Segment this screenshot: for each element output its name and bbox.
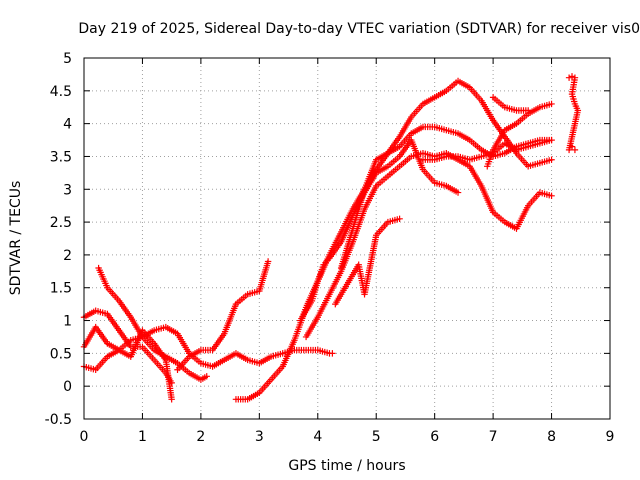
x-tick-label: 3 <box>255 429 264 445</box>
x-tick-label: 4 <box>313 429 322 445</box>
data-point <box>203 373 210 380</box>
data-point <box>568 143 576 150</box>
y-tick-label: 5 <box>63 51 72 67</box>
data-point <box>264 258 272 265</box>
x-tick-label: 8 <box>547 429 556 445</box>
y-tick-label: 0 <box>63 379 72 395</box>
series-track-1 <box>80 323 336 373</box>
series-track-3 <box>80 323 175 403</box>
y-tick-label: 3.5 <box>50 149 72 165</box>
y-tick-label: 1 <box>63 314 72 330</box>
data-points <box>80 73 582 403</box>
data-point <box>168 396 175 403</box>
x-tick-label: 0 <box>80 429 89 445</box>
plot-frame <box>83 57 611 420</box>
y-tick-label: 4 <box>63 117 72 133</box>
x-axis-label: GPS time / hours <box>288 458 405 474</box>
series-track-10 <box>337 123 555 272</box>
data-point <box>548 136 555 144</box>
data-point <box>548 192 555 200</box>
data-point <box>565 74 573 81</box>
data-point <box>565 146 573 154</box>
data-point <box>454 189 462 196</box>
data-point <box>571 146 579 154</box>
x-tick-label: 5 <box>372 429 381 445</box>
x-tick-label: 9 <box>606 429 615 445</box>
series-track-4 <box>95 264 210 383</box>
series-track-14 <box>565 73 582 154</box>
y-tick-label: 0.5 <box>50 346 72 362</box>
x-tick-label: 1 <box>138 429 147 445</box>
series-track-9 <box>332 215 403 308</box>
x-tick-label: 6 <box>430 429 439 445</box>
data-point <box>329 350 336 357</box>
y-tick-label: -0.5 <box>45 412 72 428</box>
y-tick-label: 1.5 <box>50 281 72 297</box>
y-tick-label: 2.5 <box>50 215 72 231</box>
y-tick-labels: -0.5 0 0.5 1 1.5 2 2.5 3 3.5 4 4.5 5 <box>45 51 72 428</box>
y-tick-label: 2 <box>63 248 72 264</box>
y-tick-label: 4.5 <box>50 84 72 100</box>
data-point <box>396 215 403 223</box>
data-point <box>524 107 532 114</box>
x-tick-labels: 0 1 2 3 4 5 6 7 8 9 <box>80 429 615 445</box>
series-track-2 <box>80 307 175 387</box>
x-tick-label: 7 <box>489 429 498 445</box>
series-track-5 <box>174 258 272 373</box>
series-track-12 <box>484 100 555 170</box>
y-axis-label: SDTVAR / TECUs <box>8 181 24 296</box>
data-point <box>548 156 555 163</box>
y-tick-label: 3 <box>63 182 72 198</box>
x-tick-label: 2 <box>196 429 205 445</box>
chart-title: Day 219 of 2025, Sidereal Day-to-day VTE… <box>78 21 640 37</box>
series-track-13 <box>489 94 532 114</box>
data-point <box>568 73 576 80</box>
data-point <box>548 100 555 108</box>
series-track-11 <box>419 136 555 163</box>
